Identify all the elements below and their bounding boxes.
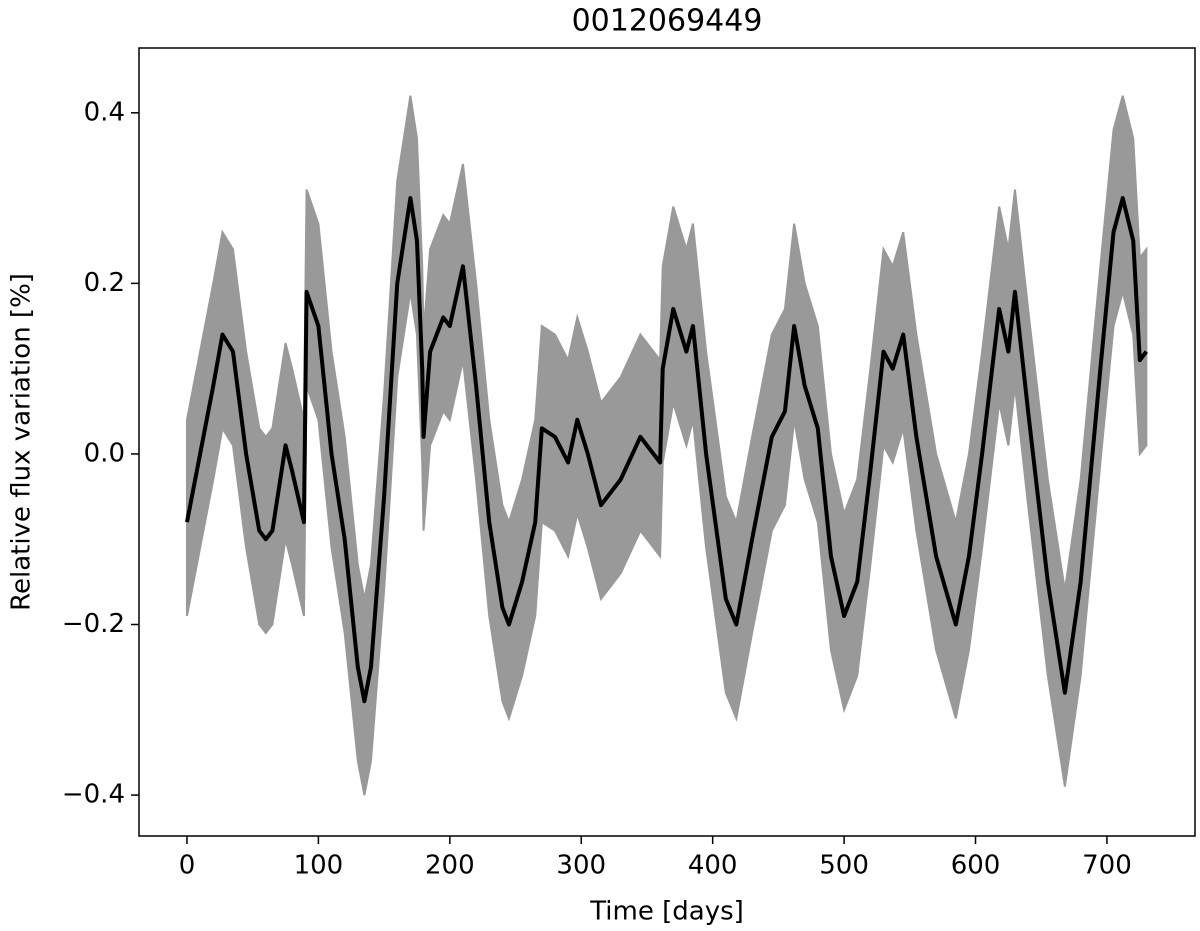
x-tick-label: 300 [556,851,606,881]
x-axis-label: Time [days] [589,897,744,927]
noise-band [185,95,1148,796]
x-tick-label: 700 [1082,851,1132,881]
y-axis-label: Relative flux variation [%] [7,273,37,611]
x-tick-label: 0 [179,851,196,881]
smoothed-line [185,196,1148,704]
x-tick-label: 400 [688,851,738,881]
y-tick-label: 0.4 [84,97,125,127]
x-tick-label: 200 [425,851,475,881]
chart-title: 0012069449 [572,4,763,39]
y-tick-label: −0.2 [62,609,125,639]
y-tick-label: −0.4 [62,780,125,810]
y-tick-label: 0.2 [84,268,125,298]
plot-frame [138,47,1196,837]
x-tick-label: 500 [819,851,869,881]
y-tick-label: 0.0 [84,438,125,468]
x-tick-label: 600 [951,851,1001,881]
x-tick-label: 100 [294,851,344,881]
